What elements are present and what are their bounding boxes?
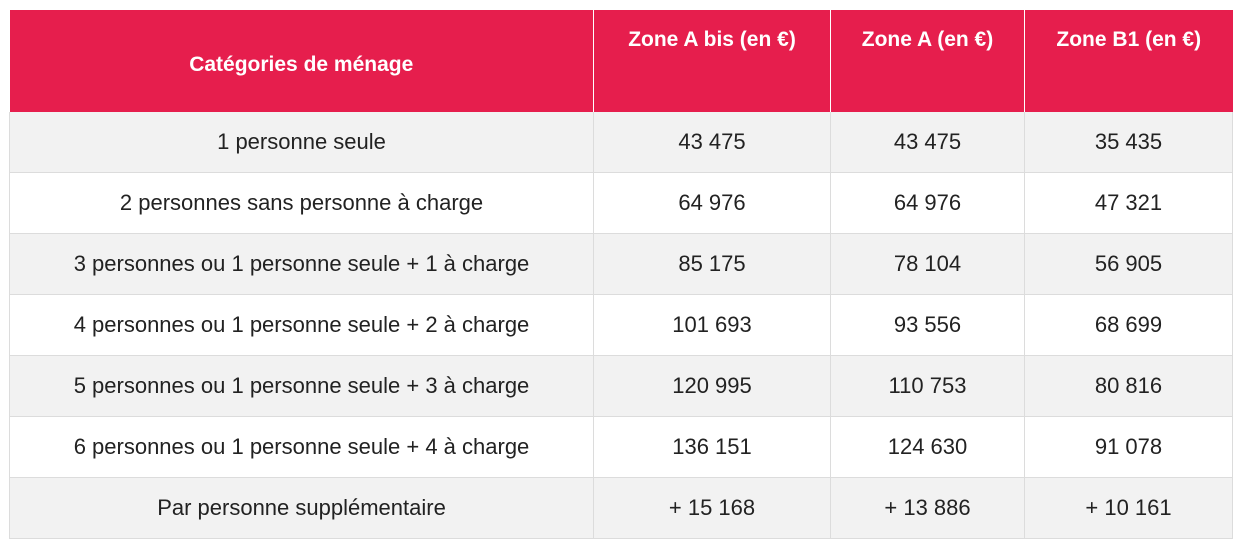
cell-zone-a-bis: 136 151 bbox=[593, 416, 831, 478]
cell-zone-b1: 35 435 bbox=[1024, 112, 1233, 173]
cell-zone-a-bis: 64 976 bbox=[593, 172, 831, 234]
cell-zone-a: 110 753 bbox=[830, 355, 1025, 417]
cell-zone-b1: 80 816 bbox=[1024, 355, 1233, 417]
cell-zone-b1: 68 699 bbox=[1024, 294, 1233, 356]
cell-household-category: 1 personne seule bbox=[9, 112, 594, 173]
header-zone-b1: Zone B1 (en €) bbox=[1024, 10, 1233, 112]
income-ceiling-table: Catégories de ménage Zone A bis (en €) Z… bbox=[9, 10, 1233, 539]
cell-household-category: 2 personnes sans personne à charge bbox=[9, 172, 594, 234]
cell-zone-a-bis: + 15 168 bbox=[593, 477, 831, 539]
table-row: 4 personnes ou 1 personne seule + 2 à ch… bbox=[9, 294, 1233, 356]
table-row: 1 personne seule 43 475 43 475 35 435 bbox=[9, 112, 1233, 173]
table-row: 6 personnes ou 1 personne seule + 4 à ch… bbox=[9, 416, 1233, 478]
table-row: 5 personnes ou 1 personne seule + 3 à ch… bbox=[9, 355, 1233, 417]
cell-zone-b1: 47 321 bbox=[1024, 172, 1233, 234]
cell-household-category: 4 personnes ou 1 personne seule + 2 à ch… bbox=[9, 294, 594, 356]
cell-household-category: 5 personnes ou 1 personne seule + 3 à ch… bbox=[9, 355, 594, 417]
cell-household-category: Par personne supplémentaire bbox=[9, 477, 594, 539]
cell-zone-a-bis: 85 175 bbox=[593, 233, 831, 295]
cell-zone-a-bis: 120 995 bbox=[593, 355, 831, 417]
header-zone-a: Zone A (en €) bbox=[830, 10, 1025, 112]
cell-zone-b1: 56 905 bbox=[1024, 233, 1233, 295]
table-body: 1 personne seule 43 475 43 475 35 435 2 … bbox=[9, 112, 1233, 539]
table-header: Catégories de ménage Zone A bis (en €) Z… bbox=[9, 10, 1233, 112]
cell-zone-a: 43 475 bbox=[830, 112, 1025, 173]
cell-zone-a-bis: 101 693 bbox=[593, 294, 831, 356]
cell-zone-a-bis: 43 475 bbox=[593, 112, 831, 173]
cell-zone-b1: 91 078 bbox=[1024, 416, 1233, 478]
cell-zone-a: 64 976 bbox=[830, 172, 1025, 234]
table-row: 3 personnes ou 1 personne seule + 1 à ch… bbox=[9, 233, 1233, 295]
cell-zone-a: 93 556 bbox=[830, 294, 1025, 356]
cell-zone-a: 78 104 bbox=[830, 233, 1025, 295]
cell-household-category: 3 personnes ou 1 personne seule + 1 à ch… bbox=[9, 233, 594, 295]
table-row: Par personne supplémentaire + 15 168 + 1… bbox=[9, 477, 1233, 539]
cell-zone-a: + 13 886 bbox=[830, 477, 1025, 539]
cell-zone-b1: + 10 161 bbox=[1024, 477, 1233, 539]
header-zone-a-bis: Zone A bis (en €) bbox=[593, 10, 831, 112]
table-row: 2 personnes sans personne à charge 64 97… bbox=[9, 172, 1233, 234]
cell-zone-a: 124 630 bbox=[830, 416, 1025, 478]
header-household-category: Catégories de ménage bbox=[9, 10, 594, 112]
cell-household-category: 6 personnes ou 1 personne seule + 4 à ch… bbox=[9, 416, 594, 478]
header-row: Catégories de ménage Zone A bis (en €) Z… bbox=[9, 10, 1233, 112]
income-ceiling-table-container: Catégories de ménage Zone A bis (en €) Z… bbox=[9, 10, 1233, 539]
